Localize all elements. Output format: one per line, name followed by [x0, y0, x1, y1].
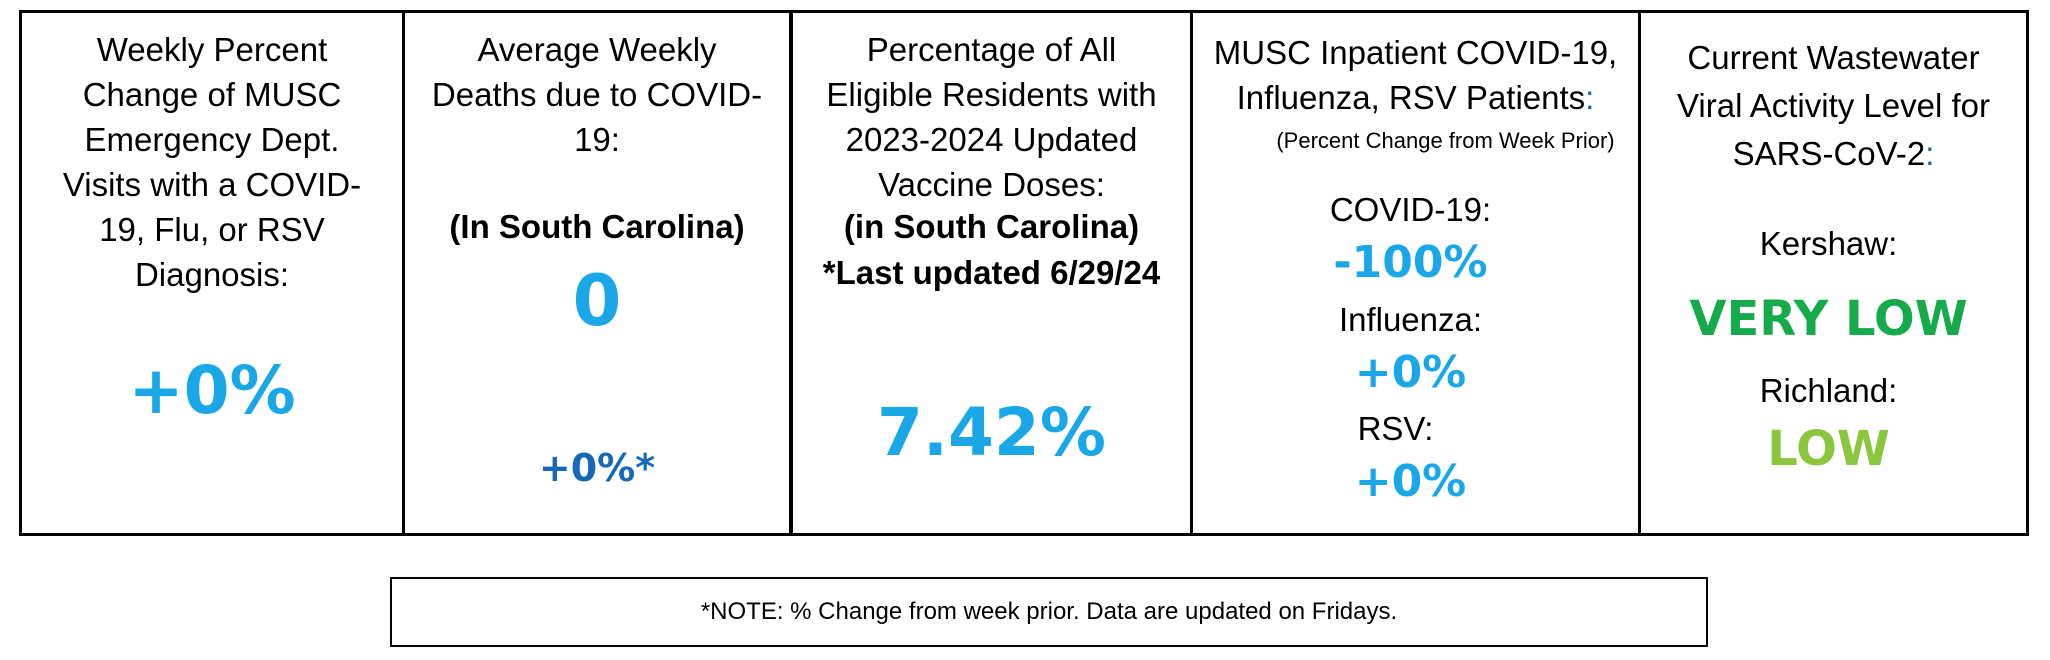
ed-visits-panel: Weekly Percent Change of MUSC Emergency … [22, 13, 405, 533]
weekly-deaths-title-line: 19: [574, 121, 620, 158]
rsv-value: +0% [1354, 456, 1467, 507]
weekly-deaths-panel: Average Weekly Deaths due to COVID- 19: … [405, 13, 793, 533]
weekly-deaths-value: 0 [572, 260, 622, 342]
vaccination-title-line: 2023-2024 Updated [845, 121, 1138, 158]
wastewater-title-text: SARS-CoV-2 [1732, 135, 1926, 172]
ed-visits-title-line: Emergency Dept. [84, 121, 340, 158]
vaccination-panel: Percentage of All Eligible Residents wit… [793, 13, 1193, 533]
dashboard-panels: Weekly Percent Change of MUSC Emergency … [19, 10, 2029, 536]
richland-level: LOW [1767, 421, 1890, 477]
rsv-label: RSV: [1357, 410, 1434, 447]
kershaw-label: Kershaw: [1759, 225, 1898, 262]
vaccination-title-line: Vaccine Doses: [878, 166, 1105, 203]
inpatient-panel: MUSC Inpatient COVID-19, Influenza, RSV … [1193, 13, 1641, 533]
weekly-deaths-title-line: Average Weekly [477, 31, 717, 68]
ed-visits-value: +0% [128, 352, 296, 429]
influenza-value: +0% [1354, 347, 1467, 398]
wastewater-panel: Current Wastewater Viral Activity Level … [1641, 13, 2026, 533]
ed-visits-title-line: Diagnosis: [134, 256, 290, 293]
vaccination-title-line: Eligible Residents with [826, 76, 1157, 113]
vaccination-value: 7.42% [877, 394, 1106, 471]
richland-label: Richland: [1759, 372, 1898, 409]
inpatient-title-line: Influenza, RSV Patients: [1193, 75, 1638, 120]
vaccination-title-line: Percentage of All [866, 31, 1117, 68]
inpatient-title-colon: : [1585, 79, 1595, 116]
wastewater-title-line: Current Wastewater [1687, 39, 1980, 76]
inpatient-title-line: MUSC Inpatient COVID-19, [1213, 34, 1618, 71]
ed-visits-title-line: Change of MUSC [82, 76, 342, 113]
kershaw-level: VERY LOW [1689, 291, 1968, 347]
ed-visits-title-line: Visits with a COVID- [62, 166, 362, 203]
inpatient-title-text: Influenza, RSV Patients [1236, 79, 1586, 116]
ed-visits-title-line: 19, Flu, or RSV [99, 211, 325, 248]
wastewater-title-colon: : [1925, 135, 1935, 172]
covid-value: -100% [1333, 237, 1488, 288]
vaccination-last-updated: *Last updated 6/29/24 [822, 254, 1161, 291]
influenza-label: Influenza: [1338, 301, 1483, 338]
wastewater-title-line: Viral Activity Level for [1676, 87, 1991, 124]
ed-visits-title-line: Weekly Percent [96, 31, 328, 68]
inpatient-subtitle: (Percent Change from Week Prior) [1276, 128, 1615, 153]
wastewater-title-line: SARS-CoV-2: [1641, 131, 2026, 176]
footnote-text: *NOTE: % Change from week prior. Data ar… [700, 598, 1398, 625]
footnote-box: *NOTE: % Change from week prior. Data ar… [390, 577, 1708, 647]
weekly-deaths-region: (In South Carolina) [449, 208, 745, 245]
weekly-deaths-title-line: Deaths due to COVID- [431, 76, 763, 113]
vaccination-region: (in South Carolina) [843, 208, 1140, 245]
weekly-deaths-change: +0%* [538, 446, 656, 490]
covid-label: COVID-19: [1329, 191, 1492, 228]
